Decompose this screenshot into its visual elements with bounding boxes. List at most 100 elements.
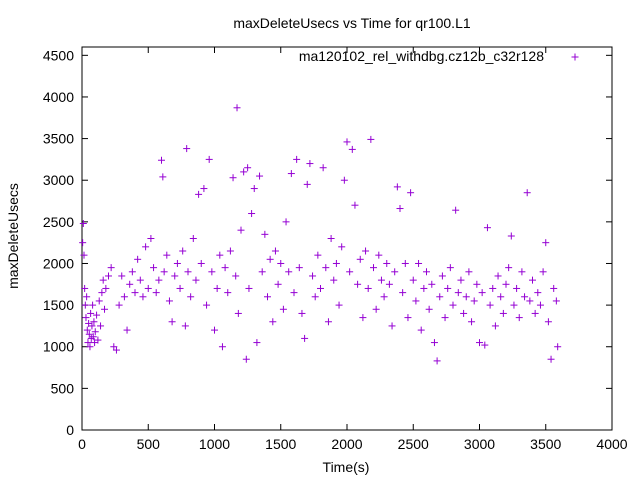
data-point [473, 280, 481, 288]
data-point [253, 339, 261, 347]
data-point [181, 322, 189, 330]
data-point [314, 251, 322, 259]
data-point [486, 301, 494, 309]
data-point [513, 284, 521, 292]
data-point [309, 272, 317, 280]
data-point [173, 259, 181, 267]
data-point [85, 330, 93, 338]
data-point [266, 255, 274, 263]
x-tick-label: 1500 [265, 436, 296, 452]
legend-marker [571, 53, 579, 61]
data-point [192, 276, 200, 284]
data-point [203, 301, 211, 309]
data-point [534, 289, 542, 297]
data-point [367, 135, 375, 143]
data-point [277, 259, 285, 267]
x-tick-label: 3500 [530, 436, 561, 452]
data-point [197, 259, 205, 267]
data-point [470, 297, 478, 305]
y-tick-label: 4500 [43, 47, 74, 63]
data-point [393, 183, 401, 191]
data-point [261, 230, 269, 238]
data-point [449, 301, 457, 309]
data-point [436, 293, 444, 301]
data-point [412, 297, 420, 305]
y-tick-label: 1500 [43, 297, 74, 313]
data-point [208, 268, 216, 276]
data-point [118, 272, 126, 280]
data-point [264, 293, 271, 301]
x-tick-label: 1000 [199, 436, 230, 452]
data-point [343, 138, 351, 146]
data-point [494, 272, 502, 280]
y-tick-label: 2000 [43, 255, 74, 271]
data-point [348, 145, 356, 153]
data-point [554, 343, 562, 351]
data-point [452, 206, 460, 214]
data-point [144, 284, 152, 292]
data-point [234, 309, 242, 317]
data-point [301, 334, 309, 342]
data-point [335, 301, 343, 309]
data-point [195, 190, 203, 198]
data-point [465, 268, 473, 276]
data-point [282, 218, 290, 226]
data-point [454, 289, 462, 297]
data-point [438, 272, 446, 280]
data-point [123, 326, 131, 334]
data-point [544, 318, 552, 326]
data-point [483, 224, 491, 232]
chart-title: maxDeleteUsecs vs Time for qr100.L1 [233, 15, 471, 31]
x-tick-label: 0 [78, 436, 86, 452]
legend: ma120102_rel_withdbg.cz12b_c32r128 [299, 48, 579, 64]
data-point [462, 293, 470, 301]
data-point [502, 280, 510, 288]
y-tick-label: 2500 [43, 214, 74, 230]
data-point [218, 343, 226, 351]
data-point [491, 322, 499, 330]
data-point [489, 284, 497, 292]
data-point [112, 346, 120, 354]
data-point [163, 251, 171, 259]
data-point [407, 189, 415, 197]
data-point [481, 341, 489, 349]
data-point [88, 322, 96, 330]
data-point [457, 276, 465, 284]
data-point [290, 289, 298, 297]
y-tick-label: 500 [51, 380, 75, 396]
data-point [542, 239, 550, 247]
data-point [94, 336, 102, 344]
data-point [91, 328, 99, 336]
y-tick-label: 3500 [43, 131, 74, 147]
data-point [244, 164, 252, 172]
data-point [216, 251, 224, 259]
data-point [134, 255, 142, 263]
y-tick-label: 1000 [43, 339, 74, 355]
data-point [258, 268, 266, 276]
data-point [131, 289, 139, 297]
data-point [306, 160, 314, 168]
data-point [99, 276, 107, 284]
data-point [97, 322, 105, 330]
data-point [139, 293, 147, 301]
data-point [279, 305, 287, 313]
data-point [105, 272, 112, 280]
data-point [324, 318, 332, 326]
data-point [356, 255, 364, 263]
data-point [233, 104, 241, 112]
data-point [476, 339, 483, 347]
data-point [340, 176, 348, 184]
data-point [317, 284, 324, 292]
data-point [120, 293, 128, 301]
data-point [237, 226, 245, 234]
data-point [428, 280, 436, 288]
data-point [338, 243, 346, 251]
data-point [298, 309, 306, 317]
data-point [287, 170, 295, 178]
y-axis: 0 500 1000 1500 2000 2500 3000 3500 4000 4500 [43, 47, 612, 438]
data-point [211, 326, 218, 334]
data-point [322, 264, 330, 272]
data-point [547, 355, 555, 363]
